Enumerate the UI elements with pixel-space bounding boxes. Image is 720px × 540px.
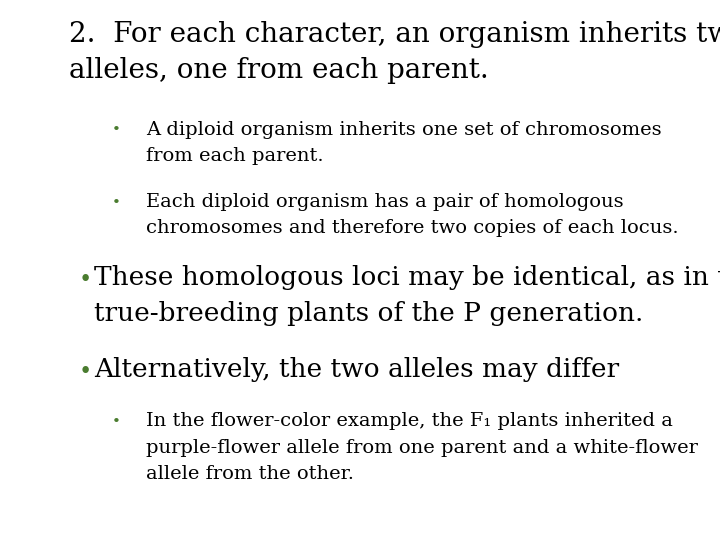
Text: •: • bbox=[112, 415, 120, 429]
Text: true-breeding plants of the P generation.: true-breeding plants of the P generation… bbox=[94, 301, 644, 326]
Text: A diploid organism inherits one set of chromosomes: A diploid organism inherits one set of c… bbox=[146, 121, 662, 139]
Text: allele from the other.: allele from the other. bbox=[146, 465, 354, 483]
Text: Alternatively, the two alleles may differ: Alternatively, the two alleles may diffe… bbox=[94, 357, 620, 382]
Text: Each diploid organism has a pair of homologous: Each diploid organism has a pair of homo… bbox=[146, 193, 624, 211]
Text: •: • bbox=[78, 269, 91, 291]
Text: from each parent.: from each parent. bbox=[146, 147, 323, 165]
Text: 2.  For each character, an organism inherits two: 2. For each character, an organism inher… bbox=[69, 21, 720, 48]
Text: purple-flower allele from one parent and a white-flower: purple-flower allele from one parent and… bbox=[146, 439, 698, 457]
Text: chromosomes and therefore two copies of each locus.: chromosomes and therefore two copies of … bbox=[146, 219, 678, 238]
Text: •: • bbox=[78, 361, 91, 382]
Text: •: • bbox=[112, 195, 120, 210]
Text: •: • bbox=[112, 124, 120, 138]
Text: These homologous loci may be identical, as in the: These homologous loci may be identical, … bbox=[94, 265, 720, 291]
Text: In the flower-color example, the F₁ plants inherited a: In the flower-color example, the F₁ plan… bbox=[146, 413, 672, 430]
Text: alleles, one from each parent.: alleles, one from each parent. bbox=[69, 57, 489, 84]
